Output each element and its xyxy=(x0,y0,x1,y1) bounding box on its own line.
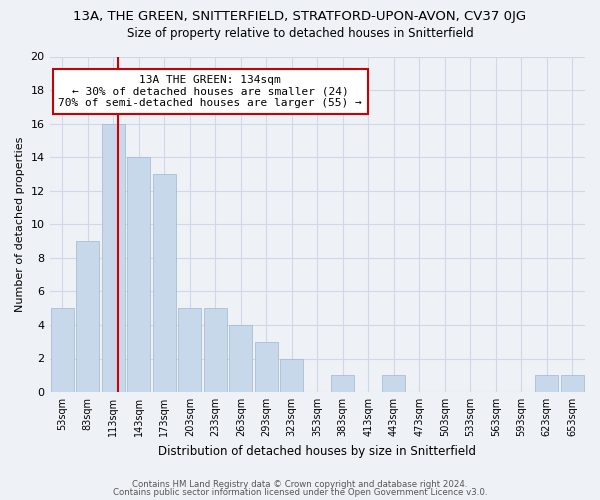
Text: Contains public sector information licensed under the Open Government Licence v3: Contains public sector information licen… xyxy=(113,488,487,497)
X-axis label: Distribution of detached houses by size in Snitterfield: Distribution of detached houses by size … xyxy=(158,444,476,458)
Text: 13A THE GREEN: 134sqm
← 30% of detached houses are smaller (24)
70% of semi-deta: 13A THE GREEN: 134sqm ← 30% of detached … xyxy=(58,75,362,108)
Text: Contains HM Land Registry data © Crown copyright and database right 2024.: Contains HM Land Registry data © Crown c… xyxy=(132,480,468,489)
Bar xyxy=(535,376,558,392)
Bar xyxy=(51,308,74,392)
Bar xyxy=(76,241,99,392)
Bar xyxy=(229,325,252,392)
Text: Size of property relative to detached houses in Snitterfield: Size of property relative to detached ho… xyxy=(127,28,473,40)
Y-axis label: Number of detached properties: Number of detached properties xyxy=(15,136,25,312)
Bar xyxy=(561,376,584,392)
Bar xyxy=(255,342,278,392)
Bar xyxy=(382,376,405,392)
Bar xyxy=(331,376,354,392)
Bar xyxy=(280,358,303,392)
Text: 13A, THE GREEN, SNITTERFIELD, STRATFORD-UPON-AVON, CV37 0JG: 13A, THE GREEN, SNITTERFIELD, STRATFORD-… xyxy=(73,10,527,23)
Bar xyxy=(204,308,227,392)
Bar xyxy=(127,157,150,392)
Bar xyxy=(178,308,201,392)
Bar xyxy=(102,124,125,392)
Bar xyxy=(153,174,176,392)
